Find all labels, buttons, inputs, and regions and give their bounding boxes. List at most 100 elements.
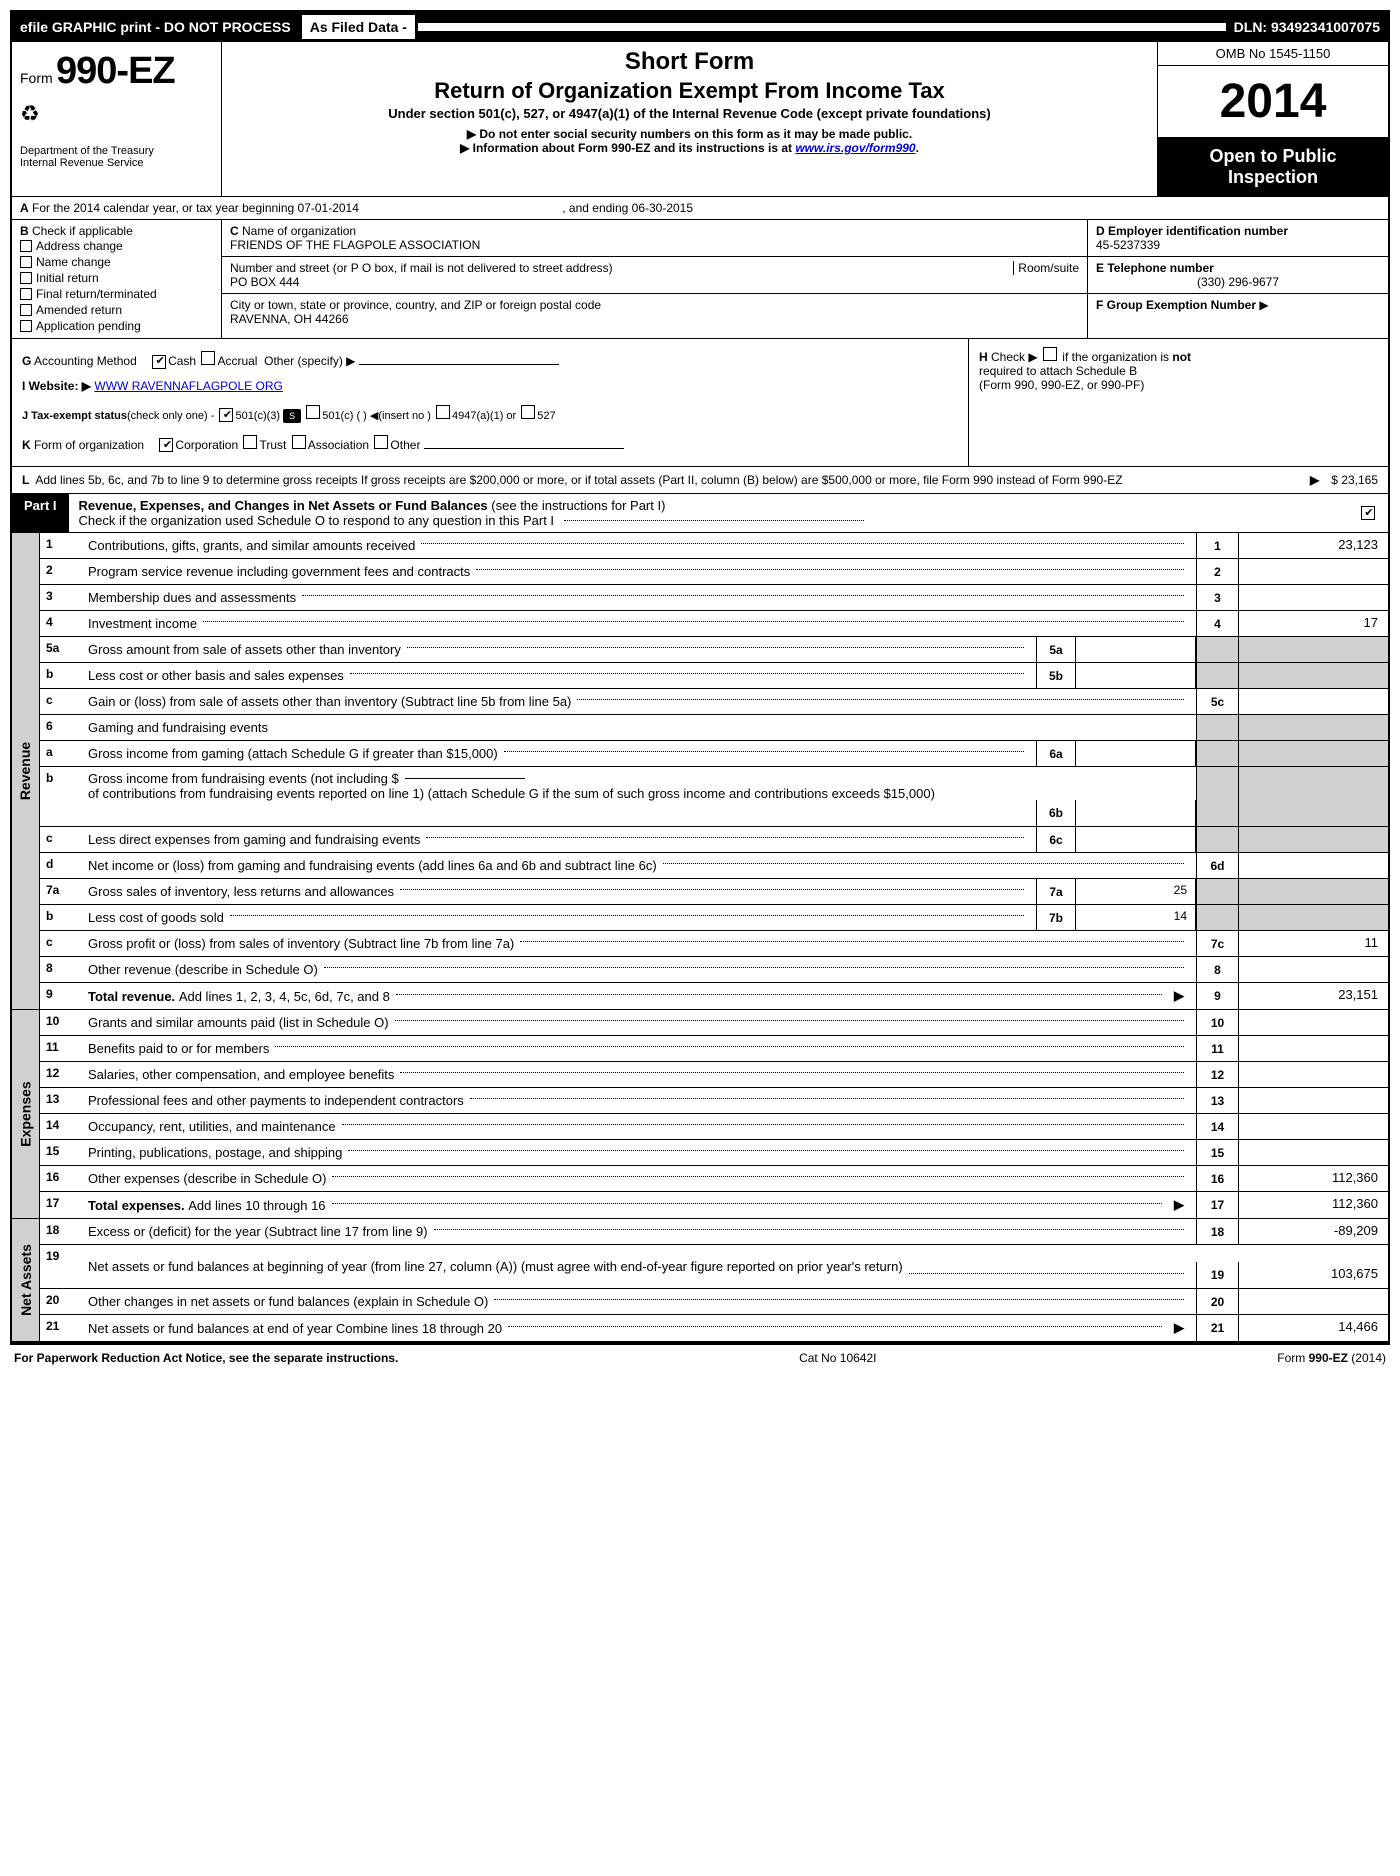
g-text: Accounting Method <box>34 354 137 368</box>
chk-final-return[interactable] <box>20 288 32 300</box>
chk-schedule-o[interactable] <box>1361 506 1375 520</box>
footer: For Paperwork Reduction Act Notice, see … <box>10 1345 1390 1371</box>
chk-schedule-b[interactable] <box>1043 347 1057 361</box>
d9: Total revenue. <box>88 989 175 1004</box>
form-prefix: Form <box>20 70 53 86</box>
chk-501c[interactable] <box>306 405 320 419</box>
top-spacer <box>418 23 1226 31</box>
city-value: RAVENNA, OH 44266 <box>230 312 349 326</box>
b-item-2: Initial return <box>36 271 99 285</box>
rn1: 1 <box>1196 533 1238 558</box>
d15: Printing, publications, postage, and shi… <box>88 1145 342 1160</box>
n13: 13 <box>40 1088 82 1113</box>
n16: 16 <box>40 1166 82 1191</box>
rn7c: 7c <box>1196 931 1238 956</box>
d5b: Less cost or other basis and sales expen… <box>88 668 344 683</box>
n12: 12 <box>40 1062 82 1087</box>
n21: 21 <box>40 1315 82 1341</box>
bcd-row: B Check if applicable Address change Nam… <box>12 220 1388 339</box>
chk-corporation[interactable] <box>159 438 173 452</box>
line-15: 15 Printing, publications, postage, and … <box>40 1140 1388 1166</box>
c-label: C <box>230 224 239 238</box>
n20: 20 <box>40 1289 82 1314</box>
g-label: G <box>22 354 31 368</box>
sb6b: 6b <box>1036 800 1076 826</box>
d3: Membership dues and assessments <box>88 590 296 605</box>
footer-form: Form <box>1277 1351 1305 1365</box>
d-label: D Employer identification number <box>1096 224 1288 238</box>
rn13: 13 <box>1196 1088 1238 1113</box>
line-6c: c Less direct expenses from gaming and f… <box>40 827 1388 853</box>
part1-label: Part I <box>12 494 69 532</box>
under-section: Under section 501(c), 527, or 4947(a)(1)… <box>232 106 1147 121</box>
irs-link[interactable]: www.irs.gov/form990 <box>795 141 915 155</box>
f-label: F Group Exemption Number <box>1096 298 1256 312</box>
j-label: J Tax-exempt status <box>22 410 127 422</box>
line-2: 2 Program service revenue including gove… <box>40 559 1388 585</box>
chk-name-change[interactable] <box>20 256 32 268</box>
line-3: 3 Membership dues and assessments 3 <box>40 585 1388 611</box>
rv5a-shade <box>1238 637 1388 662</box>
chk-association[interactable] <box>292 435 306 449</box>
rv14 <box>1238 1114 1388 1139</box>
chk-initial-return[interactable] <box>20 272 32 284</box>
d4: Investment income <box>88 616 197 631</box>
rn5a-shade <box>1196 637 1238 662</box>
part1-title-sub: (see the instructions for Part I) <box>491 498 665 513</box>
schedule-icon[interactable]: S <box>283 409 301 423</box>
sb7a: 7a <box>1036 879 1076 904</box>
form-990ez: efile GRAPHIC print - DO NOT PROCESS As … <box>10 10 1390 1345</box>
rv13 <box>1238 1088 1388 1113</box>
open-line2: Inspection <box>1162 167 1384 188</box>
rn21: 21 <box>1196 1315 1238 1341</box>
chk-address-change[interactable] <box>20 240 32 252</box>
d17: Total expenses. <box>88 1198 185 1213</box>
rn4: 4 <box>1196 611 1238 636</box>
sv7b: 14 <box>1076 905 1196 930</box>
chk-cash[interactable] <box>152 355 166 369</box>
line-5b: b Less cost or other basis and sales exp… <box>40 663 1388 689</box>
rv7b-shade <box>1238 905 1388 930</box>
footer-year: (2014) <box>1351 1351 1386 1365</box>
rv6c-shade <box>1238 827 1388 852</box>
chk-4947[interactable] <box>436 405 450 419</box>
chk-527[interactable] <box>521 405 535 419</box>
info-suffix: . <box>916 141 919 155</box>
chk-trust[interactable] <box>243 435 257 449</box>
omb-number: OMB No 1545-1150 <box>1158 42 1388 66</box>
rv15 <box>1238 1140 1388 1165</box>
n3: 3 <box>40 585 82 610</box>
chk-501c3[interactable] <box>219 408 233 422</box>
n6: 6 <box>40 715 82 740</box>
donot-ssn: ▶ Do not enter social security numbers o… <box>232 127 1147 141</box>
recycle-icon: ♻ <box>20 101 40 127</box>
rn18: 18 <box>1196 1219 1238 1244</box>
rv2 <box>1238 559 1388 584</box>
d13: Professional fees and other payments to … <box>88 1093 464 1108</box>
n6a: a <box>40 741 82 766</box>
chk-accrual[interactable] <box>201 351 215 365</box>
chk-application-pending[interactable] <box>20 320 32 332</box>
header-center: Short Form Return of Organization Exempt… <box>222 42 1158 196</box>
h-not: not <box>1172 350 1191 364</box>
j-4947: 4947(a)(1) or <box>452 410 516 422</box>
line-17: 17 Total expenses. Add lines 10 through … <box>40 1192 1388 1218</box>
addr-room: Room/suite <box>1013 261 1079 275</box>
line-l: L Add lines 5b, 6c, and 7b to line 9 to … <box>12 467 1388 494</box>
lines-gijk: G Accounting Method Cash Accrual Other (… <box>12 339 968 466</box>
rv11 <box>1238 1036 1388 1061</box>
d7a: Gross sales of inventory, less returns a… <box>88 884 394 899</box>
tax-year: 2014 <box>1158 66 1388 138</box>
rn19: 19 <box>1196 1262 1238 1288</box>
chk-other-org[interactable] <box>374 435 388 449</box>
efile-label: efile GRAPHIC print - DO NOT PROCESS <box>12 15 299 39</box>
rv20 <box>1238 1289 1388 1314</box>
revenue-text: Revenue <box>18 742 34 800</box>
website-link[interactable]: WWW RAVENNAFLAGPOLE ORG <box>94 379 282 393</box>
n19: 19 <box>40 1245 82 1288</box>
part1-check-text: Check if the organization used Schedule … <box>79 513 555 528</box>
box-h: H Check ▶ if the organization is not req… <box>968 339 1388 466</box>
d5a: Gross amount from sale of assets other t… <box>88 642 401 657</box>
rn16: 16 <box>1196 1166 1238 1191</box>
chk-amended-return[interactable] <box>20 304 32 316</box>
